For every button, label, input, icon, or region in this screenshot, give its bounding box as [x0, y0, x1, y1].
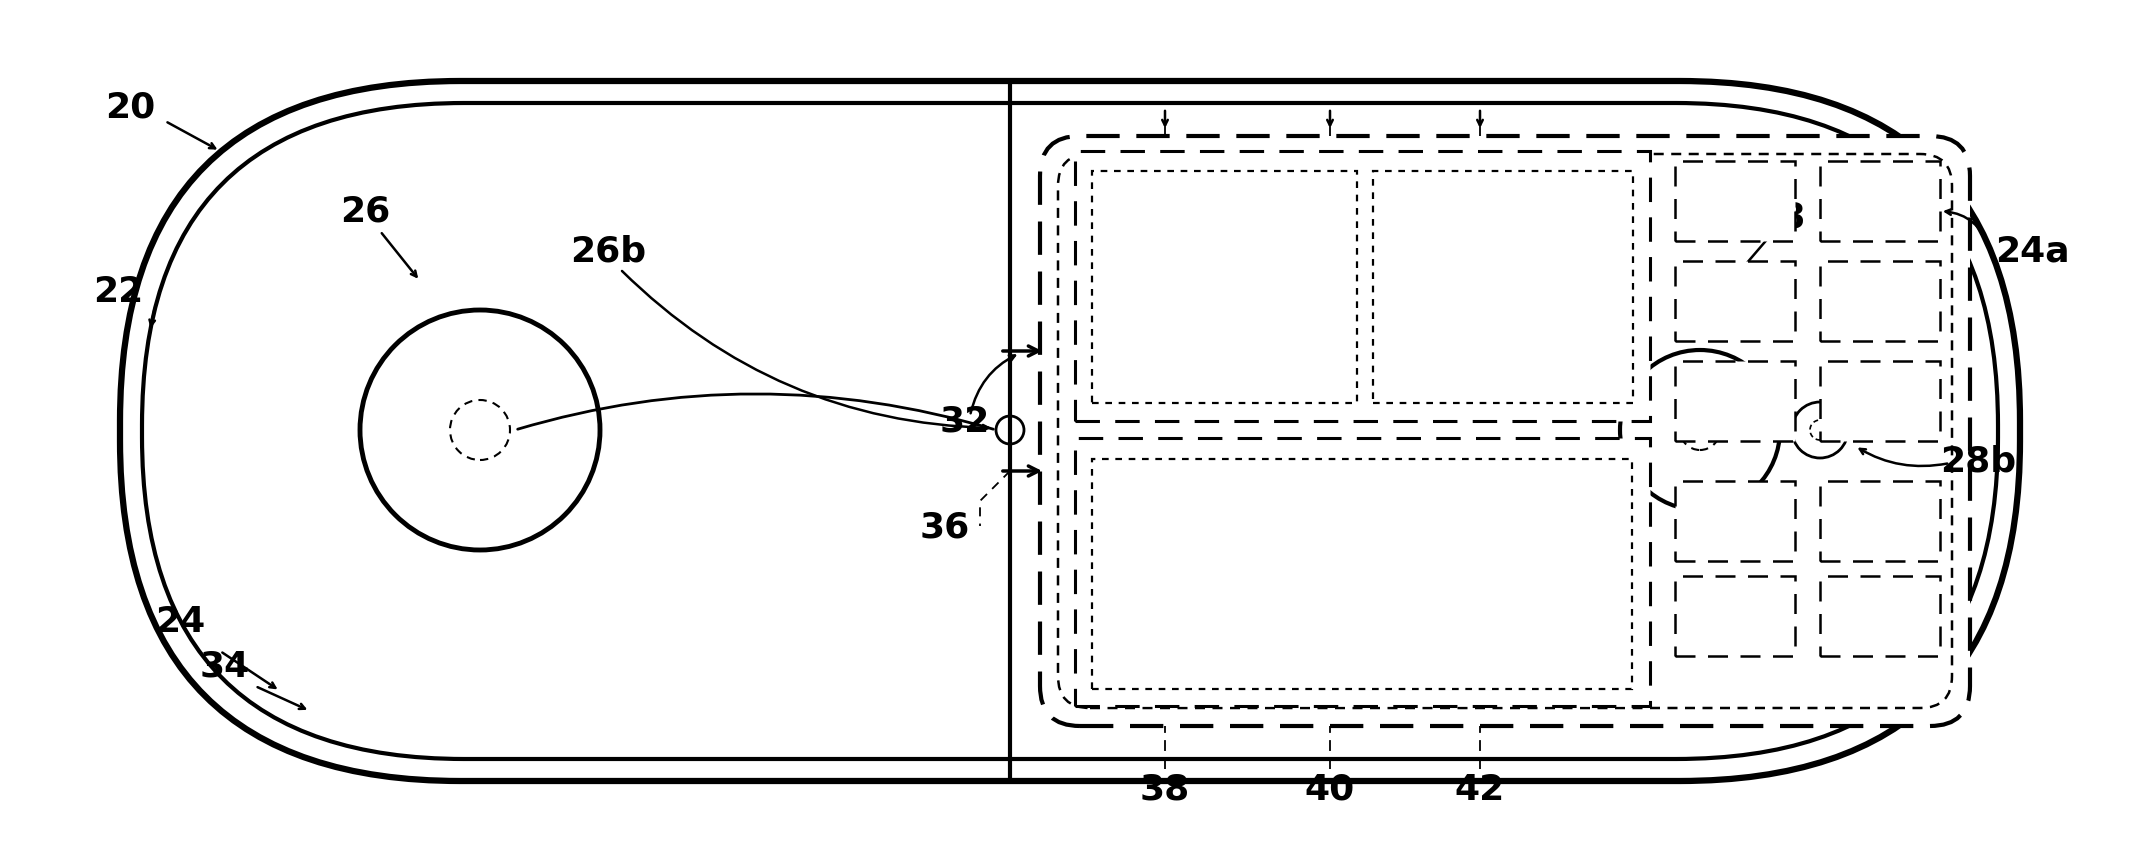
FancyBboxPatch shape [141, 104, 1998, 759]
Bar [1675, 481, 1795, 561]
Bar [1092, 172, 1358, 404]
Text: 34: 34 [199, 649, 251, 684]
Text: 32: 32 [940, 405, 990, 438]
Text: 42: 42 [1454, 772, 1506, 806]
Bar [1821, 162, 1941, 242]
Text: 28: 28 [1754, 200, 1806, 233]
Bar [1092, 460, 1632, 689]
Text: 40: 40 [1304, 772, 1356, 806]
Text: 24: 24 [154, 604, 206, 638]
FancyBboxPatch shape [1058, 155, 1951, 709]
Text: 20: 20 [105, 90, 154, 124]
Bar [1675, 162, 1795, 242]
Bar [1675, 262, 1795, 342]
Text: 22: 22 [92, 275, 144, 308]
FancyBboxPatch shape [1041, 137, 1971, 726]
Bar [1821, 262, 1941, 342]
Bar [1075, 438, 1649, 706]
Bar [1821, 481, 1941, 561]
Bar [1821, 576, 1941, 656]
Bar [1675, 576, 1795, 656]
Text: 24a: 24a [1994, 235, 2069, 269]
Bar [1075, 152, 1649, 422]
FancyBboxPatch shape [120, 82, 2020, 781]
Bar [1821, 362, 1941, 442]
Text: 38: 38 [1140, 772, 1191, 806]
Bar [1675, 362, 1795, 442]
Text: 36: 36 [921, 510, 970, 543]
Bar [1373, 172, 1632, 404]
Text: 26b: 26b [570, 235, 647, 269]
Text: 28b: 28b [1941, 444, 2016, 479]
Text: 26: 26 [341, 195, 390, 229]
